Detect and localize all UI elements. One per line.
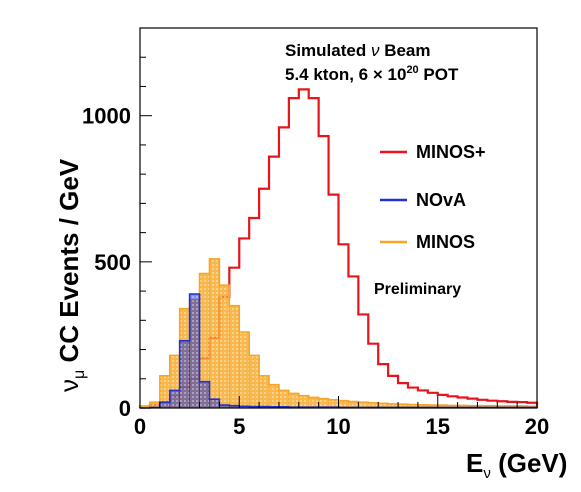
annotation-line1: Simulated ν Beam xyxy=(285,41,431,60)
bar-minos-15 xyxy=(288,393,300,409)
outline-minos xyxy=(139,258,538,408)
axis-ticks: 0 5 10 15 20 0 500 1000 xyxy=(82,27,549,439)
x-tick-label: 10 xyxy=(326,414,350,439)
bar-minos-13 xyxy=(268,384,280,409)
x-tick-label: 0 xyxy=(134,414,146,439)
x-tick-label: 5 xyxy=(233,414,245,439)
x-tick-label: 15 xyxy=(426,414,450,439)
bar-minos-16 xyxy=(298,395,310,409)
bar-minos-8 xyxy=(219,284,230,409)
bar-minos-7 xyxy=(209,258,220,409)
plot-area xyxy=(138,88,539,409)
preliminary-label: Preliminary xyxy=(374,281,461,298)
bar-nova-2 xyxy=(159,401,171,409)
bar-minos-14 xyxy=(278,390,290,409)
bar-nova-4 xyxy=(179,340,190,409)
bar-nova-3 xyxy=(169,390,180,409)
x-tick-label: 20 xyxy=(525,414,549,439)
legend-label-nova: NOvA xyxy=(416,190,466,210)
legend-label-minos: MINOS xyxy=(416,232,475,252)
legend: MINOS+ NOvA MINOS xyxy=(380,142,486,252)
x-axis-label: Eν (GeV) xyxy=(466,448,567,482)
bar-minos-9 xyxy=(229,305,240,409)
bar-minos-10 xyxy=(238,331,250,409)
y-axis-label: νμ CC Events / GeV xyxy=(54,158,88,392)
series-nova xyxy=(140,293,538,409)
legend-label-minos-plus: MINOS+ xyxy=(416,142,486,162)
bar-nova-6 xyxy=(199,381,210,409)
bar-nova-5 xyxy=(189,293,200,409)
y-tick-label: 500 xyxy=(94,250,131,275)
y-tick-label: 1000 xyxy=(82,104,131,129)
bar-minos-12 xyxy=(258,375,270,409)
y-tick-label: 0 xyxy=(119,396,131,421)
bar-nova-7 xyxy=(209,398,220,409)
bar-minos-11 xyxy=(248,355,260,409)
annotation-line2: 5.4 kton, 6 × 1020 POT xyxy=(285,64,459,84)
